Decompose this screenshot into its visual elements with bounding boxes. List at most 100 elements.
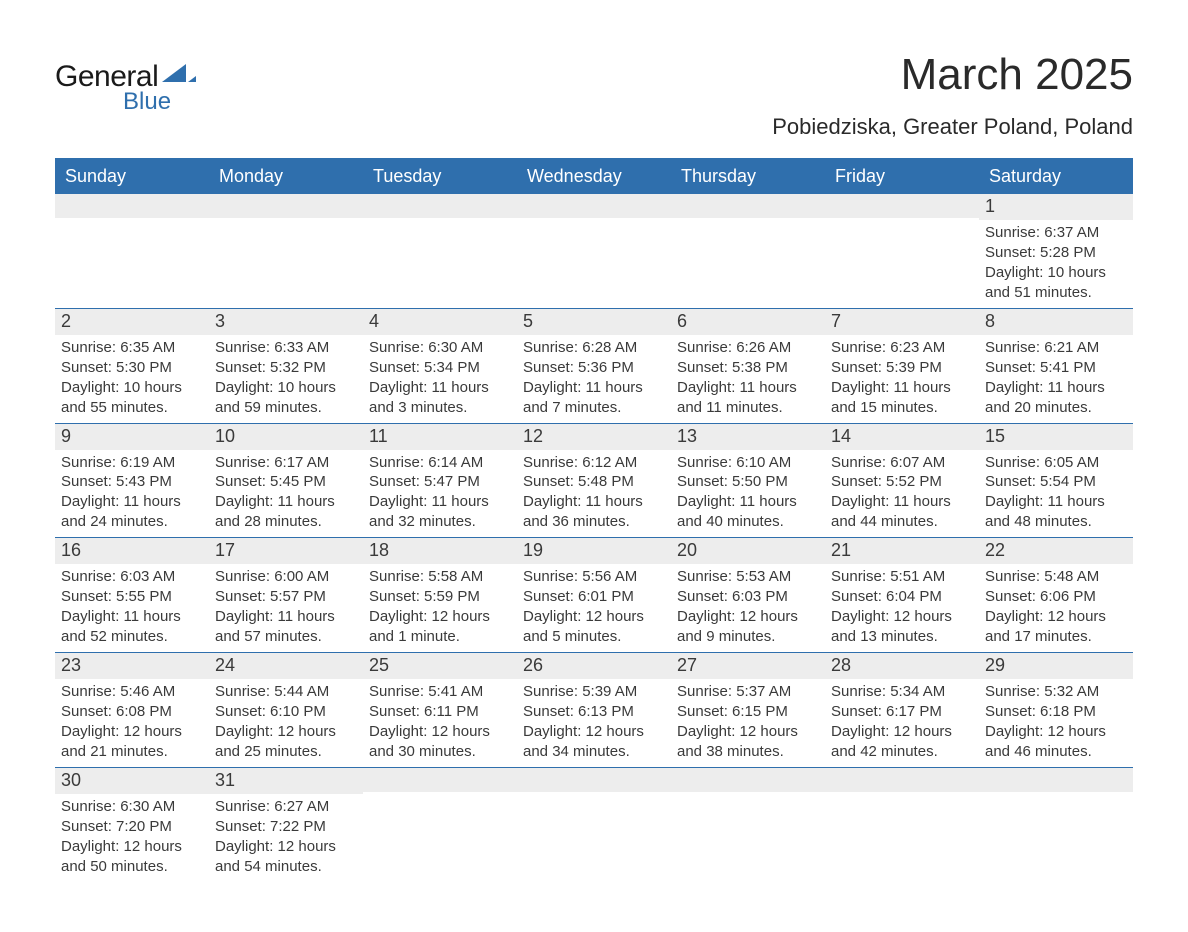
- daylight-line: Daylight: 12 hours and 50 minutes.: [61, 837, 203, 877]
- day-number: 28: [825, 653, 979, 679]
- sunset-line: Sunset: 7:20 PM: [61, 817, 203, 837]
- sunset-line: Sunset: 5:32 PM: [215, 358, 357, 378]
- cell-body: [671, 792, 825, 800]
- sunrise-line: Sunrise: 6:07 AM: [831, 453, 973, 473]
- day-number: 1: [979, 194, 1133, 220]
- sunset-line: Sunset: 5:59 PM: [369, 587, 511, 607]
- calendar-cell: [825, 194, 979, 308]
- daylight-line: Daylight: 11 hours and 40 minutes.: [677, 492, 819, 532]
- sunrise-line: Sunrise: 6:30 AM: [61, 797, 203, 817]
- daylight-line: Daylight: 12 hours and 21 minutes.: [61, 722, 203, 762]
- sunset-line: Sunset: 5:45 PM: [215, 472, 357, 492]
- cell-body: [825, 792, 979, 800]
- cell-body: [209, 218, 363, 226]
- logo-text-blue: Blue: [123, 88, 171, 116]
- sunrise-line: Sunrise: 5:41 AM: [369, 682, 511, 702]
- cell-body: Sunrise: 6:28 AMSunset: 5:36 PMDaylight:…: [517, 335, 671, 423]
- calendar-cell: 15Sunrise: 6:05 AMSunset: 5:54 PMDayligh…: [979, 424, 1133, 538]
- cell-body: Sunrise: 6:37 AMSunset: 5:28 PMDaylight:…: [979, 220, 1133, 308]
- day-number: 3: [209, 309, 363, 335]
- daylight-line: Daylight: 12 hours and 30 minutes.: [369, 722, 511, 762]
- daylight-line: Daylight: 11 hours and 36 minutes.: [523, 492, 665, 532]
- sunset-line: Sunset: 6:08 PM: [61, 702, 203, 722]
- cell-body: Sunrise: 5:46 AMSunset: 6:08 PMDaylight:…: [55, 679, 209, 767]
- cell-body: Sunrise: 5:41 AMSunset: 6:11 PMDaylight:…: [363, 679, 517, 767]
- cell-body: Sunrise: 5:39 AMSunset: 6:13 PMDaylight:…: [517, 679, 671, 767]
- sunrise-line: Sunrise: 5:46 AM: [61, 682, 203, 702]
- calendar-cell: 4Sunrise: 6:30 AMSunset: 5:34 PMDaylight…: [363, 309, 517, 423]
- sunrise-line: Sunrise: 6:37 AM: [985, 223, 1127, 243]
- sunrise-line: Sunrise: 5:48 AM: [985, 567, 1127, 587]
- calendar-cell: 25Sunrise: 5:41 AMSunset: 6:11 PMDayligh…: [363, 653, 517, 767]
- cell-body: Sunrise: 6:19 AMSunset: 5:43 PMDaylight:…: [55, 450, 209, 538]
- sunset-line: Sunset: 5:30 PM: [61, 358, 203, 378]
- cell-body: [517, 792, 671, 800]
- week-row: 2Sunrise: 6:35 AMSunset: 5:30 PMDaylight…: [55, 309, 1133, 424]
- sunset-line: Sunset: 6:15 PM: [677, 702, 819, 722]
- sunrise-line: Sunrise: 6:03 AM: [61, 567, 203, 587]
- sunrise-line: Sunrise: 6:14 AM: [369, 453, 511, 473]
- daylight-line: Daylight: 10 hours and 55 minutes.: [61, 378, 203, 418]
- sunset-line: Sunset: 6:06 PM: [985, 587, 1127, 607]
- day-number: 29: [979, 653, 1133, 679]
- dayhead-friday: Friday: [825, 160, 979, 194]
- calendar-cell: 3Sunrise: 6:33 AMSunset: 5:32 PMDaylight…: [209, 309, 363, 423]
- calendar-cell: [825, 768, 979, 882]
- sunrise-line: Sunrise: 6:21 AM: [985, 338, 1127, 358]
- sunrise-line: Sunrise: 6:12 AM: [523, 453, 665, 473]
- daylight-line: Daylight: 11 hours and 20 minutes.: [985, 378, 1127, 418]
- calendar-cell: [517, 768, 671, 882]
- sunrise-line: Sunrise: 6:35 AM: [61, 338, 203, 358]
- cell-body: Sunrise: 5:51 AMSunset: 6:04 PMDaylight:…: [825, 564, 979, 652]
- sunset-line: Sunset: 7:22 PM: [215, 817, 357, 837]
- calendar-cell: 9Sunrise: 6:19 AMSunset: 5:43 PMDaylight…: [55, 424, 209, 538]
- daylight-line: Daylight: 12 hours and 42 minutes.: [831, 722, 973, 762]
- day-number: 4: [363, 309, 517, 335]
- calendar-cell: 6Sunrise: 6:26 AMSunset: 5:38 PMDaylight…: [671, 309, 825, 423]
- day-number: 9: [55, 424, 209, 450]
- dayhead-wednesday: Wednesday: [517, 160, 671, 194]
- daylight-line: Daylight: 11 hours and 11 minutes.: [677, 378, 819, 418]
- day-number: 15: [979, 424, 1133, 450]
- cell-body: [671, 218, 825, 226]
- cell-body: Sunrise: 6:05 AMSunset: 5:54 PMDaylight:…: [979, 450, 1133, 538]
- day-number: [209, 194, 363, 218]
- page-header: General Blue March 2025 Pobiedziska, Gre…: [55, 50, 1133, 150]
- day-header-row: Sunday Monday Tuesday Wednesday Thursday…: [55, 160, 1133, 194]
- day-number: [517, 768, 671, 792]
- dayhead-thursday: Thursday: [671, 160, 825, 194]
- week-row: 30Sunrise: 6:30 AMSunset: 7:20 PMDayligh…: [55, 768, 1133, 882]
- sunset-line: Sunset: 5:39 PM: [831, 358, 973, 378]
- logo: General Blue: [55, 60, 196, 116]
- cell-body: Sunrise: 6:33 AMSunset: 5:32 PMDaylight:…: [209, 335, 363, 423]
- sunrise-line: Sunrise: 6:19 AM: [61, 453, 203, 473]
- cell-body: Sunrise: 6:03 AMSunset: 5:55 PMDaylight:…: [55, 564, 209, 652]
- calendar-cell: [979, 768, 1133, 882]
- calendar-cell: 23Sunrise: 5:46 AMSunset: 6:08 PMDayligh…: [55, 653, 209, 767]
- sunrise-line: Sunrise: 6:00 AM: [215, 567, 357, 587]
- calendar-cell: 7Sunrise: 6:23 AMSunset: 5:39 PMDaylight…: [825, 309, 979, 423]
- cell-body: Sunrise: 6:21 AMSunset: 5:41 PMDaylight:…: [979, 335, 1133, 423]
- cell-body: Sunrise: 6:12 AMSunset: 5:48 PMDaylight:…: [517, 450, 671, 538]
- sunrise-line: Sunrise: 5:51 AM: [831, 567, 973, 587]
- cell-body: [979, 792, 1133, 800]
- title-block: March 2025 Pobiedziska, Greater Poland, …: [772, 50, 1133, 150]
- day-number: 18: [363, 538, 517, 564]
- cell-body: Sunrise: 6:35 AMSunset: 5:30 PMDaylight:…: [55, 335, 209, 423]
- daylight-line: Daylight: 12 hours and 1 minute.: [369, 607, 511, 647]
- dayhead-tuesday: Tuesday: [363, 160, 517, 194]
- sunrise-line: Sunrise: 6:23 AM: [831, 338, 973, 358]
- calendar-cell: [671, 194, 825, 308]
- calendar-cell: [55, 194, 209, 308]
- sunset-line: Sunset: 5:48 PM: [523, 472, 665, 492]
- daylight-line: Daylight: 12 hours and 13 minutes.: [831, 607, 973, 647]
- cell-body: Sunrise: 5:32 AMSunset: 6:18 PMDaylight:…: [979, 679, 1133, 767]
- calendar-cell: 21Sunrise: 5:51 AMSunset: 6:04 PMDayligh…: [825, 538, 979, 652]
- cell-body: Sunrise: 6:26 AMSunset: 5:38 PMDaylight:…: [671, 335, 825, 423]
- calendar-cell: 14Sunrise: 6:07 AMSunset: 5:52 PMDayligh…: [825, 424, 979, 538]
- cell-body: Sunrise: 6:30 AMSunset: 7:20 PMDaylight:…: [55, 794, 209, 882]
- day-number: 10: [209, 424, 363, 450]
- sunrise-line: Sunrise: 5:56 AM: [523, 567, 665, 587]
- sunrise-line: Sunrise: 6:05 AM: [985, 453, 1127, 473]
- daylight-line: Daylight: 11 hours and 28 minutes.: [215, 492, 357, 532]
